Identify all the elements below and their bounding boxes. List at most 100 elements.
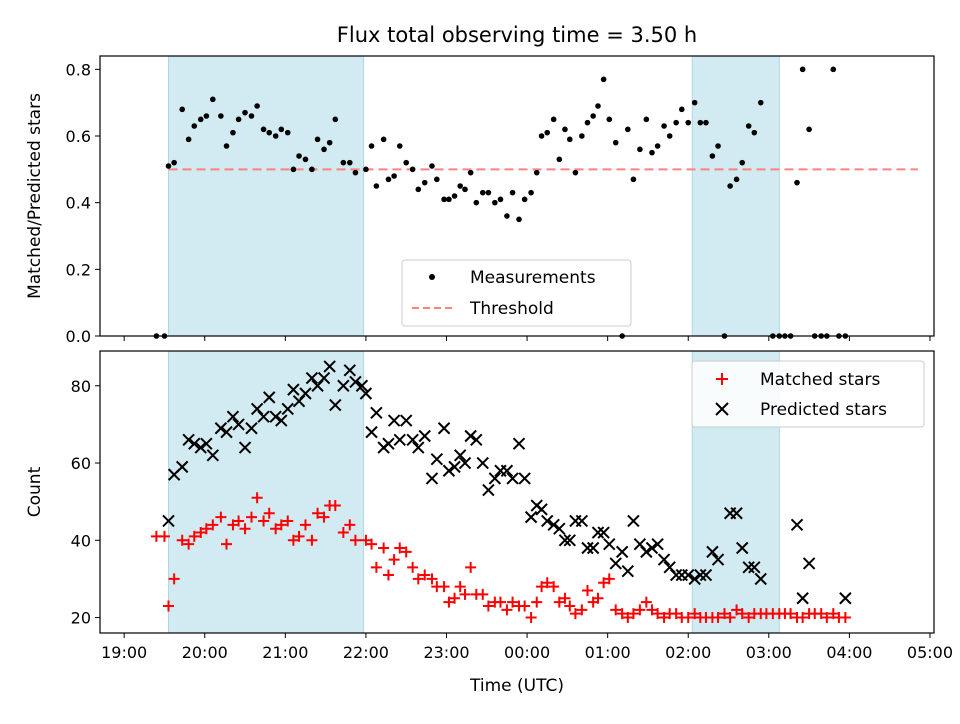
measurement-point	[562, 126, 568, 133]
predicted-star-point	[323, 360, 336, 373]
predicted-star-point	[621, 564, 635, 578]
top-y-axis-label: Matched/Predicted stars	[25, 93, 45, 299]
measurement-point	[624, 126, 631, 133]
matched-star-point	[559, 592, 571, 604]
matched-star-point	[426, 573, 438, 585]
predicted-star-point	[453, 449, 467, 462]
measurement-point	[235, 116, 242, 123]
predicted-star-point	[257, 410, 270, 423]
measurement-point	[649, 149, 655, 156]
matched-star-point	[400, 546, 412, 558]
top-y-tick-label: 0.8	[66, 60, 91, 79]
measurement-point	[373, 183, 380, 189]
predicted-star-point	[226, 410, 240, 423]
bot-shaded-region-0	[167, 350, 364, 634]
measurement-point	[332, 116, 339, 123]
measurement-point	[485, 189, 492, 196]
predicted-star-point	[682, 568, 695, 582]
matched-star-point	[622, 612, 634, 624]
measurement-point	[210, 96, 216, 103]
measurement-point	[654, 143, 661, 149]
predicted-star-point	[214, 422, 228, 435]
predicted-star-point	[200, 437, 213, 450]
measurement-point	[290, 166, 297, 173]
matched-star-point	[531, 596, 543, 608]
measurement-point	[165, 163, 172, 169]
matched-star-point	[195, 527, 207, 539]
measurement-point	[179, 106, 185, 113]
matched-star-point	[670, 608, 682, 620]
measurement-point	[590, 113, 596, 119]
matched-star-point	[564, 600, 576, 612]
predicted-star-point	[349, 375, 362, 389]
matched-star-point	[477, 588, 489, 600]
matched-star-point	[275, 519, 287, 531]
matched-star-point	[183, 538, 195, 550]
matched-star-point	[507, 596, 519, 608]
predicted-star-point	[558, 534, 572, 547]
measurement-point	[579, 133, 585, 139]
bot-y-tick-label: 80	[71, 377, 91, 396]
matched-star-point	[785, 608, 797, 620]
predicted-star-point	[393, 433, 406, 447]
predicted-star-point	[802, 557, 816, 570]
measurement-point	[266, 129, 273, 136]
matched-star-point	[227, 519, 239, 531]
bot-y-tick-label: 20	[71, 609, 91, 628]
measurement-point	[368, 143, 375, 149]
measurement-point	[473, 199, 480, 206]
matched-star-point	[459, 588, 471, 600]
measurement-point	[403, 159, 410, 166]
predicted-star-point	[563, 534, 576, 547]
matched-star-point	[287, 534, 299, 546]
predicted-star-point	[591, 526, 605, 539]
measurement-point	[479, 189, 486, 196]
predicted-star-point	[553, 522, 566, 535]
predicted-star-point	[694, 568, 707, 582]
predicted-star-point	[343, 364, 357, 377]
predicted-star-point	[699, 568, 713, 582]
matched-star-point	[616, 608, 628, 620]
predicted-star-point	[232, 418, 245, 431]
matched-star-point	[548, 581, 560, 593]
matched-star-point	[360, 534, 372, 546]
matched-star-point	[270, 523, 282, 535]
measurement-point	[218, 113, 224, 119]
predicted-star-point	[506, 472, 519, 485]
matched-star-point	[443, 596, 455, 608]
matched-star-point	[378, 542, 390, 554]
predicted-star-point	[488, 472, 502, 485]
predicted-star-point	[464, 429, 477, 443]
top-axes-frame	[99, 55, 935, 337]
matched-star-point	[501, 604, 513, 616]
measurement-point	[415, 186, 422, 193]
predicted-star-point	[206, 449, 220, 462]
bot-x-tick-label: 04:00	[826, 643, 872, 662]
matched-star-point	[168, 573, 180, 585]
matched-star-point	[306, 534, 318, 546]
predicted-star-point	[535, 503, 548, 516]
measurement-point	[538, 133, 545, 139]
matched-star-point	[454, 581, 466, 593]
predicted-star-point	[245, 422, 258, 435]
measurement-point	[385, 176, 392, 183]
measurement-point	[572, 169, 579, 176]
chart-title: Flux total observing time = 3.50 h	[337, 23, 697, 47]
predicted-star-point	[586, 541, 600, 555]
measurement-point	[421, 179, 428, 186]
measurement-point	[673, 119, 679, 126]
measurement-point	[600, 76, 607, 83]
measurement-point	[391, 173, 397, 179]
matched-star-point	[465, 561, 477, 573]
predicted-star-point	[337, 379, 350, 392]
measurement-point	[492, 199, 498, 206]
predicted-star-point	[188, 437, 201, 450]
matched-star-point	[652, 608, 664, 620]
measurement-point	[346, 159, 353, 166]
matched-star-point	[370, 561, 382, 573]
measurement-point	[254, 103, 260, 109]
bot-x-tick-label: 00:00	[504, 643, 550, 662]
measurement-point	[521, 196, 528, 203]
matched-star-point	[627, 608, 639, 620]
measurement-point	[612, 139, 619, 146]
